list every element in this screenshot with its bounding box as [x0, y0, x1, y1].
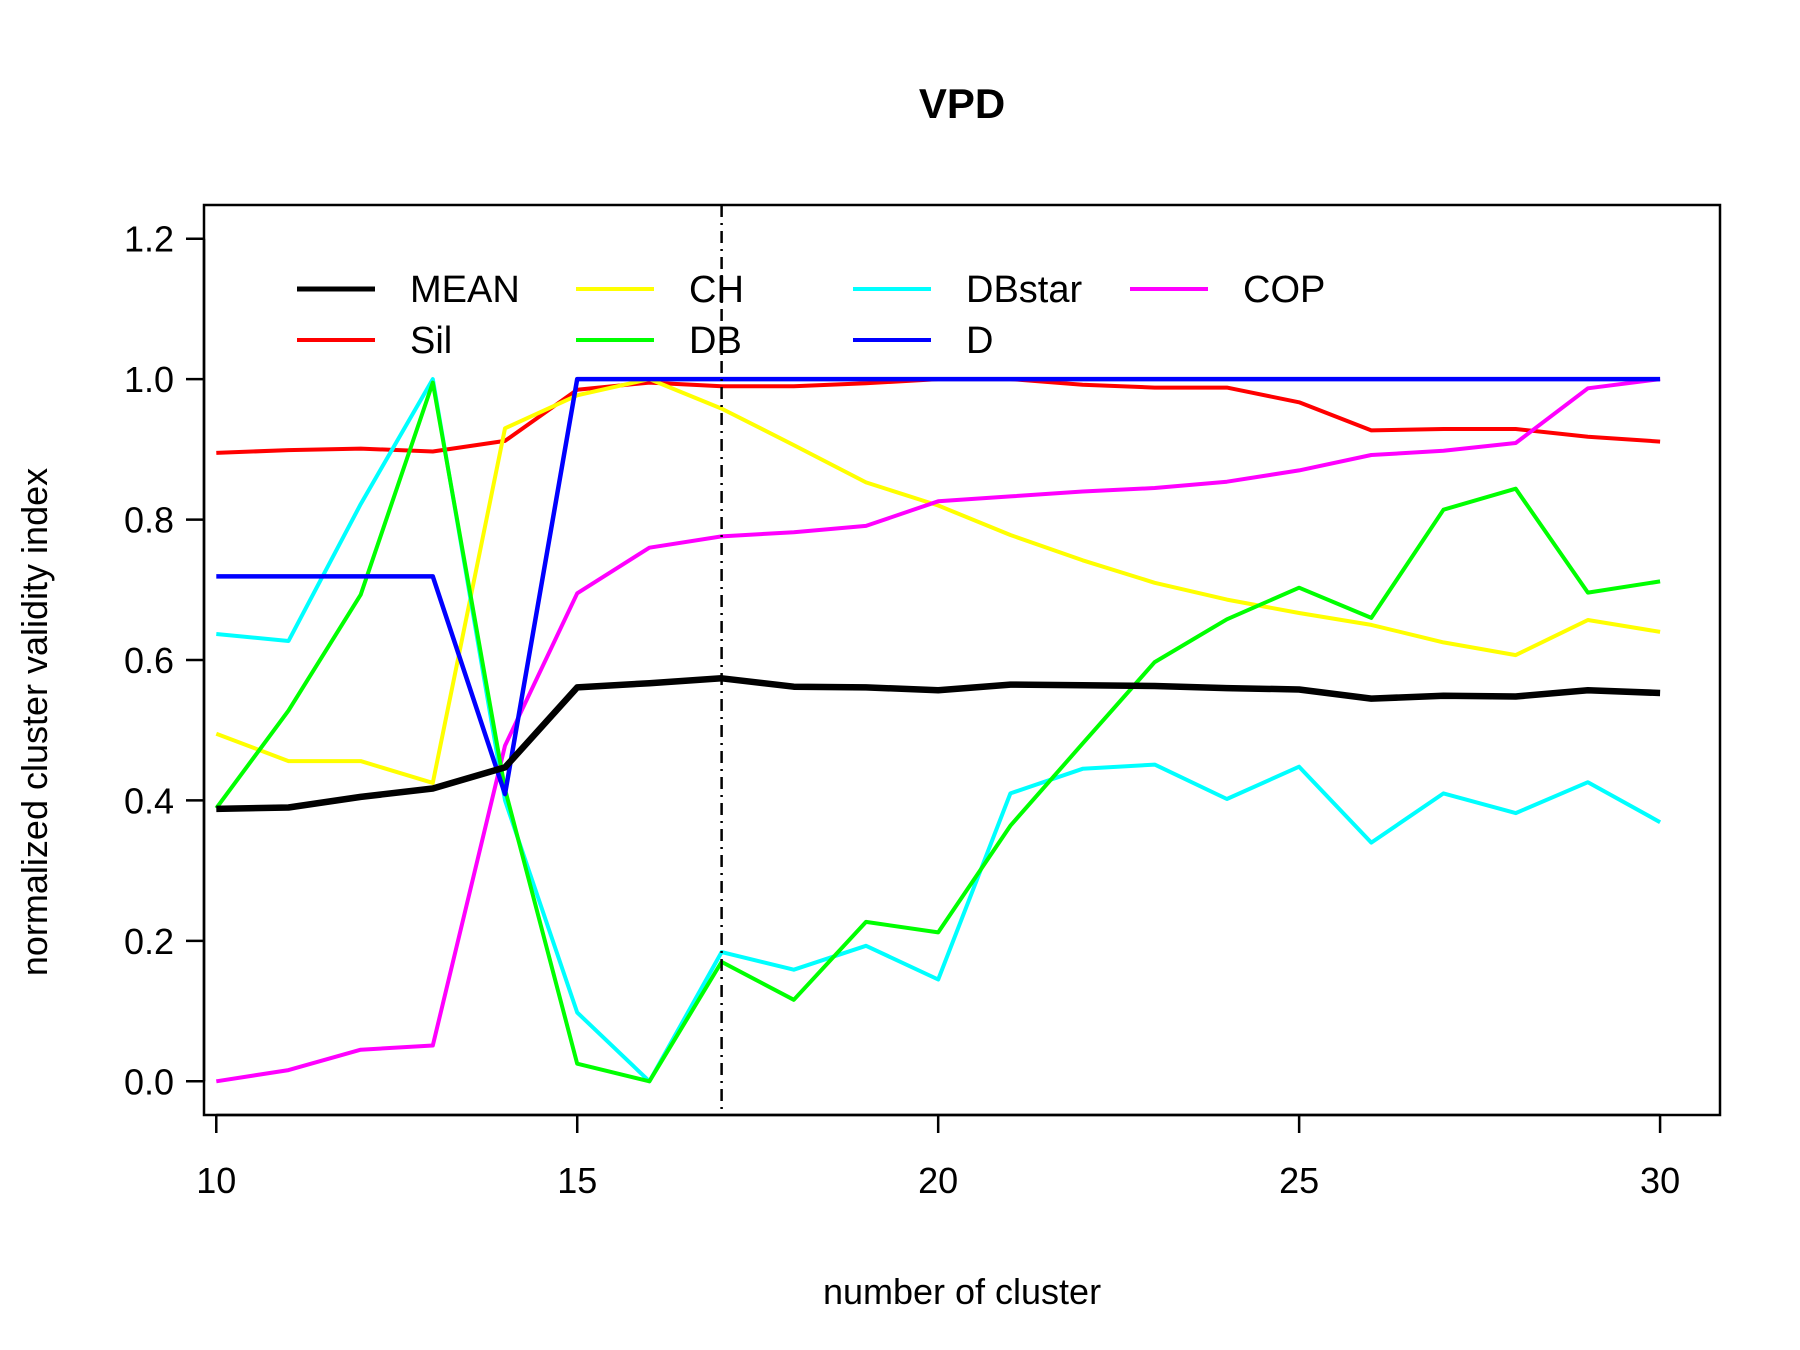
- legend-label-dbstar: DBstar: [966, 269, 1082, 311]
- legend-label-ch: CH: [689, 269, 744, 311]
- y-axis-label: normalized cluster validity index: [14, 468, 55, 976]
- series-line-d: [216, 376, 1661, 797]
- x-tick-label-20: 20: [918, 1160, 958, 1201]
- axes: 10 15 20 25 30 0.0 0.2 0.4 0.6 0.8 1.0 1.2: [124, 219, 1680, 1201]
- series-line-db: [214, 380, 1661, 1084]
- plot-area: [214, 205, 1662, 1115]
- y-tick-label-4: 0.8: [124, 500, 174, 541]
- legend: MEAN Sil CH DB DBstar D COP: [297, 269, 1325, 362]
- legend-label-sil: Sil: [410, 320, 452, 362]
- y-tick-label-0: 0.0: [124, 1061, 174, 1102]
- series-line-cop: [215, 377, 1661, 1084]
- y-tick-label-1: 0.2: [124, 921, 174, 962]
- x-tick-label-15: 15: [557, 1160, 597, 1201]
- x-axis-label: number of cluster: [823, 1271, 1101, 1312]
- y-tick-label-6: 1.2: [124, 219, 174, 260]
- series-line-ch: [215, 377, 1661, 785]
- x-tick-label-30: 30: [1640, 1160, 1680, 1201]
- legend-label-d: D: [966, 320, 993, 362]
- y-tick-label-5: 1.0: [124, 359, 174, 400]
- x-tick-label-10: 10: [196, 1160, 236, 1201]
- x-tick-label-25: 25: [1279, 1160, 1319, 1201]
- legend-label-mean: MEAN: [410, 269, 520, 311]
- legend-label-cop: COP: [1243, 269, 1325, 311]
- legend-label-db: DB: [689, 320, 742, 362]
- y-tick-label-2: 0.4: [124, 780, 174, 821]
- y-tick-label-3: 0.6: [124, 640, 174, 681]
- series-line-mean: [216, 675, 1661, 813]
- chart-title: VPD: [919, 80, 1005, 127]
